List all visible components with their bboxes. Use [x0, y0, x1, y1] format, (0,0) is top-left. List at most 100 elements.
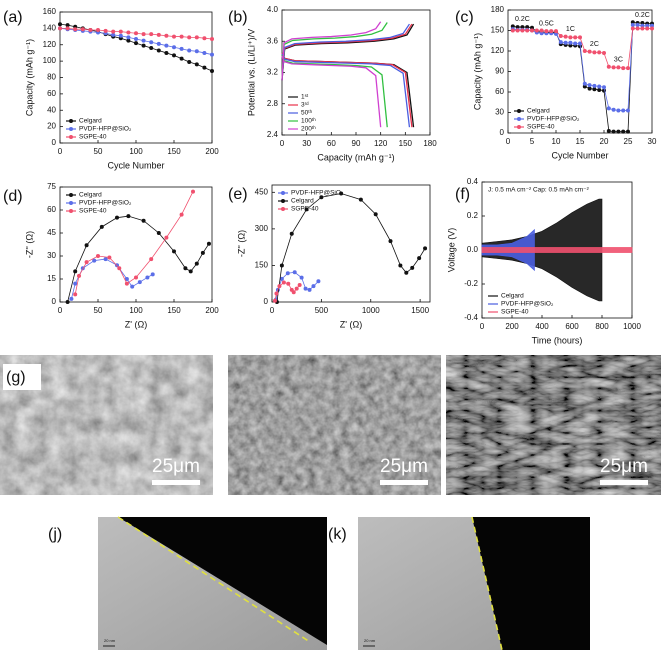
y-tick-label: 3.6	[267, 36, 279, 45]
plot-frame	[271, 184, 431, 303]
data-point	[606, 106, 611, 111]
y-tick-label: 0	[52, 297, 57, 306]
y-tick-label: -0.2	[464, 279, 478, 288]
image-label: (g)	[6, 369, 26, 386]
legend-label: SGPE-40	[291, 206, 319, 213]
data-point	[417, 256, 422, 261]
x-tick-label: 60	[327, 139, 336, 148]
data-point	[568, 40, 573, 45]
data-point	[539, 31, 544, 36]
data-point	[510, 28, 515, 33]
y-axis-label: Capacity (mAh g⁻¹)	[24, 39, 34, 116]
x-tick-label: 0	[480, 322, 485, 331]
data-point	[164, 50, 169, 55]
data-point	[141, 218, 146, 223]
interface-line	[471, 516, 503, 651]
data-point	[597, 50, 602, 55]
legend-marker	[281, 207, 285, 211]
data-point	[126, 38, 131, 43]
data-point	[137, 280, 142, 285]
data-point	[554, 31, 558, 36]
legend-label: Celgard	[527, 108, 550, 115]
rate-annotation: 0.5C	[539, 20, 554, 27]
x-tick-label: 100	[129, 147, 143, 156]
data-point	[92, 258, 97, 263]
data-point	[88, 28, 93, 33]
data-point	[134, 31, 138, 36]
data-point	[134, 37, 138, 42]
data-point	[141, 32, 146, 37]
data-point	[621, 129, 626, 134]
y-tick-label: 120	[43, 40, 57, 49]
data-point	[156, 48, 161, 53]
panel-label: (a)	[3, 9, 23, 26]
legend-marker	[517, 109, 521, 113]
x-tick-label: 500	[315, 306, 329, 315]
series-line	[281, 23, 413, 128]
data-point	[291, 290, 296, 295]
y-tick-label: 0	[500, 128, 505, 137]
data-point	[597, 87, 602, 92]
legend-label: 100ᵗʰ	[301, 118, 316, 125]
x-tick-label: 30	[648, 137, 657, 146]
data-point	[99, 224, 104, 229]
label-box	[3, 364, 41, 390]
data-point	[111, 32, 116, 37]
y-tick-label: 20	[47, 122, 56, 131]
data-point	[630, 26, 635, 31]
data-point	[285, 271, 290, 276]
legend-label: SGPE-40	[527, 124, 555, 131]
data-point	[630, 20, 635, 25]
data-point	[563, 34, 568, 39]
legend-marker	[69, 127, 73, 131]
panel-label: (f)	[455, 186, 470, 203]
data-point	[73, 269, 78, 274]
data-point	[187, 59, 192, 64]
x-tick-label: 90	[352, 139, 361, 148]
x-tick-label: 5	[530, 137, 535, 146]
data-point	[554, 29, 558, 34]
y-tick-label: 40	[47, 105, 56, 114]
data-point	[319, 195, 324, 200]
y-tick-label: 0.0	[467, 245, 479, 254]
y-tick-label: 0	[52, 138, 57, 147]
legend-marker	[69, 119, 73, 123]
data-point	[134, 41, 138, 46]
y-axis-label: Potential vs. (Li/Li⁺)/V	[246, 29, 256, 116]
data-point	[311, 284, 316, 289]
data-point	[592, 50, 597, 55]
data-point	[107, 255, 112, 260]
data-point	[650, 23, 654, 28]
y-tick-label: 2.4	[267, 130, 279, 139]
data-point	[164, 33, 169, 38]
data-point	[286, 281, 291, 286]
panel-label: (c)	[455, 9, 474, 26]
data-point	[150, 272, 155, 277]
x-tick-label: 100	[129, 306, 143, 315]
data-point	[520, 25, 525, 30]
data-point	[544, 29, 549, 34]
data-point	[103, 28, 108, 33]
y-tick-label: 150	[491, 26, 505, 35]
image-label: (j)	[48, 526, 62, 543]
image-label: (k)	[328, 526, 347, 543]
legend-label: Celgard	[501, 293, 524, 300]
data-point	[272, 298, 277, 303]
scale-bar	[600, 480, 648, 485]
y-tick-label: 450	[255, 187, 269, 196]
data-point	[616, 65, 621, 70]
data-point	[172, 53, 176, 58]
data-point	[621, 108, 626, 113]
x-tick-label: 15	[576, 137, 585, 146]
sem-image	[446, 355, 661, 495]
y-tick-label: 45	[47, 228, 56, 237]
scale-bar	[152, 480, 200, 485]
x-tick-label: 1000	[623, 322, 641, 331]
data-point	[183, 266, 188, 271]
x-tick-label: 25	[624, 137, 633, 146]
data-point	[187, 35, 192, 40]
legend-marker	[69, 201, 73, 205]
y-tick-label: 150	[255, 261, 269, 270]
x-tick-label: 50	[94, 147, 103, 156]
data-point	[510, 24, 515, 29]
